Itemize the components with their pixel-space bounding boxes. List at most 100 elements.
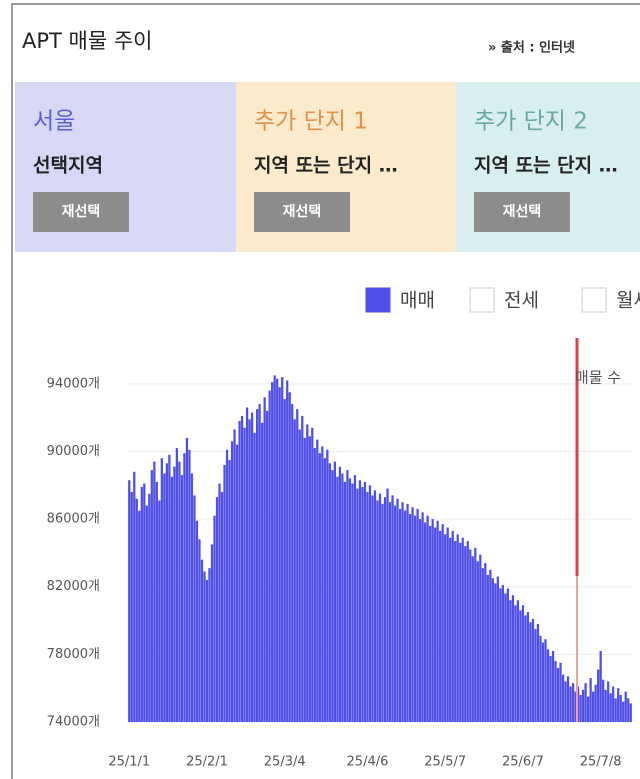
bar [466, 541, 469, 722]
bar [163, 473, 166, 722]
bar [361, 486, 364, 722]
bar [378, 493, 382, 722]
x-tick-label: 25/4/6 [347, 755, 389, 770]
bar [501, 585, 504, 722]
bar [506, 588, 510, 722]
y-tick-label: 86000개 [47, 512, 100, 527]
bar [253, 432, 256, 722]
bar [571, 683, 575, 722]
bar [256, 409, 259, 722]
bar [298, 429, 301, 722]
bar [358, 480, 362, 722]
bar [529, 622, 532, 722]
bar [526, 612, 530, 722]
y-tick-label: 78000개 [47, 647, 100, 662]
bar [519, 610, 522, 722]
bar [183, 453, 186, 722]
bar [223, 464, 226, 722]
y-tick-label: 82000개 [47, 579, 100, 594]
bar [403, 510, 407, 722]
button-label[interactable]: 재선택 [503, 203, 542, 220]
legend-label[interactable]: 전세 [504, 290, 539, 312]
reselect-button[interactable] [33, 192, 129, 232]
bar [185, 437, 189, 722]
bar [444, 534, 447, 722]
x-tick-label: 25/3/4 [264, 755, 306, 770]
bar [213, 515, 216, 722]
bar [128, 480, 131, 722]
bar [235, 444, 239, 722]
legend-swatch[interactable] [469, 287, 495, 313]
bar [140, 486, 143, 722]
bar [421, 512, 424, 722]
y-tick-label: 94000개 [47, 376, 100, 391]
bar [338, 466, 342, 722]
bar [371, 495, 374, 722]
bar [521, 605, 525, 722]
bar [434, 527, 437, 722]
bar [288, 392, 291, 722]
bar [381, 503, 384, 722]
bar [551, 650, 555, 722]
bar [398, 508, 402, 722]
legend-swatch[interactable] [581, 287, 607, 313]
bar [318, 453, 321, 722]
bar [343, 481, 347, 722]
bar [356, 488, 359, 722]
bar [348, 478, 352, 722]
bar [291, 404, 294, 722]
bar [386, 488, 389, 722]
reselect-button[interactable] [474, 192, 570, 232]
bar [574, 691, 577, 722]
bar [531, 618, 535, 722]
bar [248, 419, 251, 722]
card-title: 서울 [33, 109, 75, 135]
bar [499, 588, 502, 722]
legend-label[interactable]: 월세 [616, 290, 640, 312]
bar [494, 583, 497, 722]
bar [536, 623, 540, 722]
x-tick-label: 25/1/1 [108, 755, 150, 770]
bar [413, 515, 417, 722]
bar [561, 674, 565, 722]
bar [401, 502, 404, 722]
legend-swatch[interactable] [365, 287, 391, 313]
bar [238, 421, 241, 722]
bar [316, 439, 319, 722]
bar [278, 387, 281, 722]
bar [336, 476, 339, 722]
bar [148, 493, 151, 722]
bar [566, 676, 570, 722]
bar [584, 683, 587, 722]
bar [306, 424, 309, 722]
bar [215, 497, 219, 722]
bar [516, 600, 520, 722]
button-label[interactable]: 재선택 [283, 203, 322, 220]
bar [153, 461, 156, 722]
x-tick-label: 25/6/7 [502, 755, 544, 770]
bar [220, 492, 224, 722]
bar [346, 470, 349, 722]
bar [240, 415, 244, 722]
bar [135, 498, 138, 722]
bar [266, 410, 269, 722]
bar [293, 419, 296, 722]
bar [559, 662, 562, 722]
bar [165, 463, 168, 722]
bar [424, 522, 427, 722]
reselect-button[interactable] [254, 192, 350, 232]
bar [301, 415, 304, 722]
bar [363, 481, 367, 722]
bar [353, 475, 357, 722]
bar [624, 691, 627, 722]
source: » 출처 : 인터넷 [488, 40, 575, 56]
bar [173, 466, 176, 722]
button-label[interactable]: 재선택 [62, 203, 101, 220]
bar [576, 686, 580, 722]
bar [195, 520, 199, 722]
legend-label[interactable]: 매매 [400, 290, 435, 312]
bar [471, 556, 474, 722]
bar [569, 686, 572, 722]
bar [486, 574, 489, 722]
